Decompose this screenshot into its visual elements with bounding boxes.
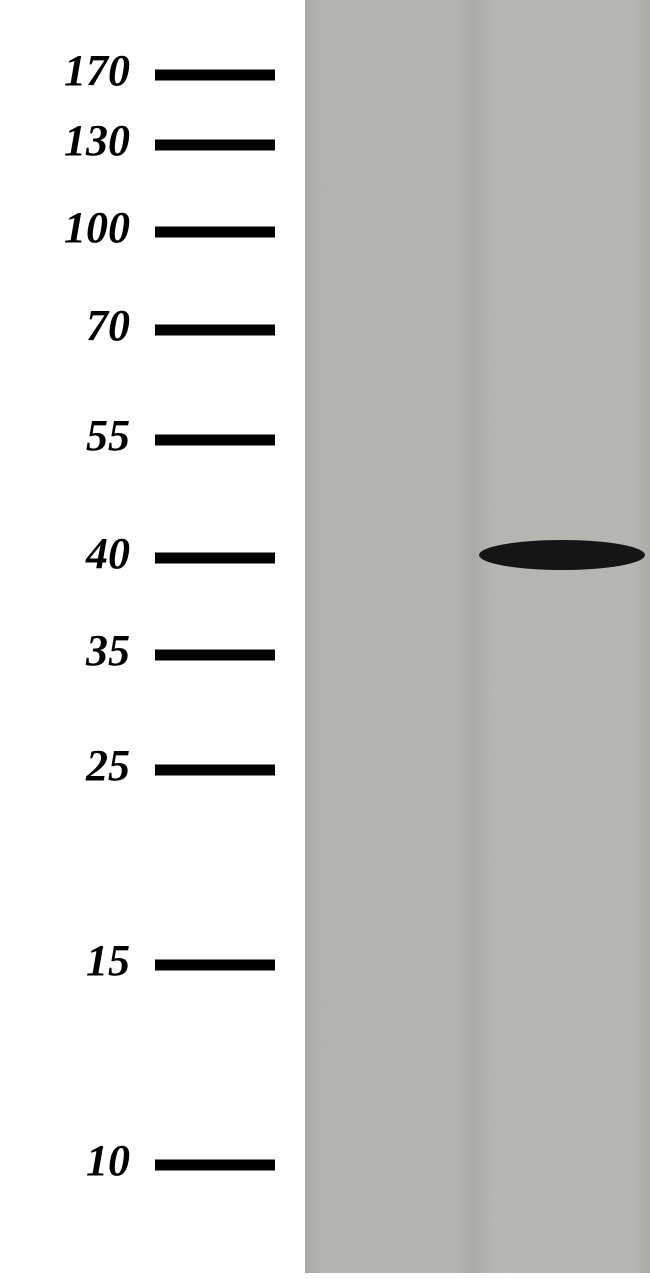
- blot-canvas: 170 130 100 70 55 40 35 25 15 10: [0, 0, 650, 1273]
- marker-label-15: 15: [86, 936, 130, 985]
- marker-tick-25: [155, 765, 275, 776]
- marker-tick-170: [155, 70, 275, 81]
- marker-label-170: 170: [64, 46, 130, 95]
- marker-label-55: 55: [86, 411, 130, 460]
- marker-label-130: 130: [64, 116, 130, 165]
- lane-2-shading: [475, 0, 650, 1273]
- marker-label-25: 25: [85, 741, 130, 790]
- marker-tick-15: [155, 960, 275, 971]
- marker-tick-35: [155, 650, 275, 661]
- western-blot-figure: 170 130 100 70 55 40 35 25 15 10: [0, 0, 650, 1273]
- marker-label-70: 70: [86, 301, 130, 350]
- marker-label-40: 40: [85, 529, 130, 578]
- band-40kda-core: [492, 545, 631, 564]
- marker-tick-100: [155, 227, 275, 238]
- marker-tick-130: [155, 140, 275, 151]
- marker-tick-10: [155, 1160, 275, 1171]
- marker-tick-55: [155, 435, 275, 446]
- marker-tick-40: [155, 553, 275, 564]
- marker-label-100: 100: [64, 203, 130, 252]
- marker-label-10: 10: [86, 1136, 130, 1185]
- marker-label-35: 35: [85, 626, 130, 675]
- marker-tick-70: [155, 325, 275, 336]
- lane-1-shading: [305, 0, 475, 1273]
